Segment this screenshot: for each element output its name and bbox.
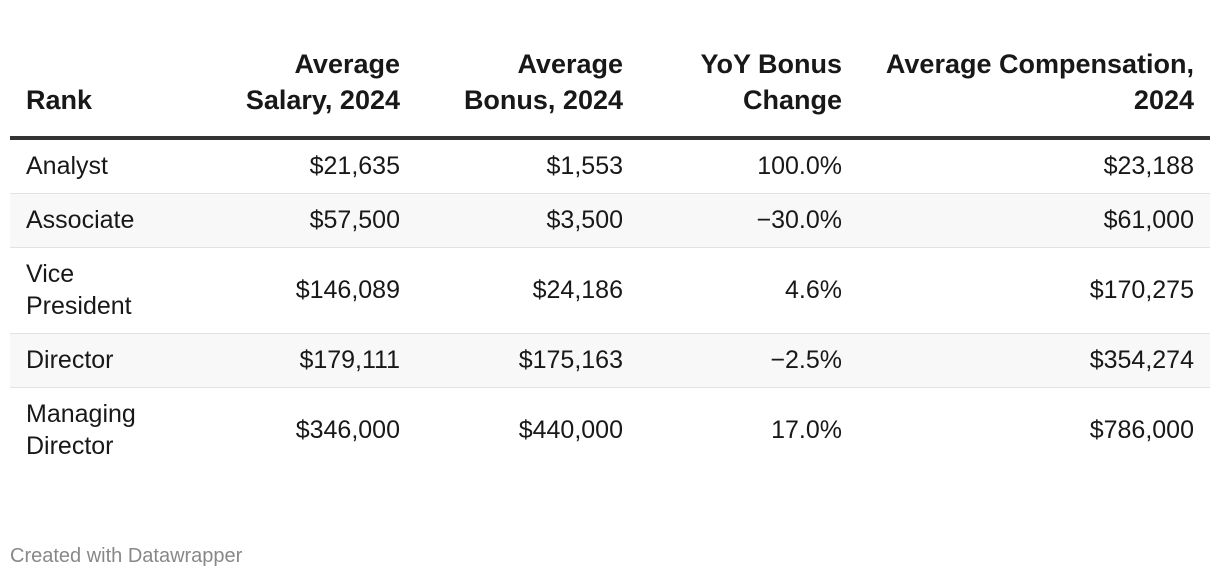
cell-yoy-bonus-change: 4.6% (639, 247, 858, 334)
column-header-yoy-bonus-change: YoY Bonus Change (639, 40, 858, 140)
column-header-average-salary: Average Salary, 2024 (190, 40, 416, 140)
cell-average-bonus: $3,500 (416, 193, 639, 248)
table-row: Vice President $146,089 $24,186 4.6% $17… (10, 247, 1210, 334)
cell-average-compensation: $61,000 (858, 193, 1210, 248)
table-header: Rank Average Salary, 2024 Average Bonus,… (10, 40, 1210, 140)
cell-yoy-bonus-change: 100.0% (639, 138, 858, 194)
cell-average-salary: $57,500 (190, 193, 416, 248)
cell-yoy-bonus-change: −2.5% (639, 333, 858, 388)
table-row: Analyst $21,635 $1,553 100.0% $23,188 (10, 138, 1210, 194)
compensation-table: Rank Average Salary, 2024 Average Bonus,… (10, 40, 1210, 473)
cell-yoy-bonus-change: 17.0% (771, 416, 842, 445)
table-row: Associate $57,500 $3,500 −30.0% $61,000 (10, 193, 1210, 248)
cell-average-bonus: $24,186 (416, 247, 639, 334)
cell-average-salary: $146,089 (190, 247, 416, 334)
cell-yoy-bonus-change: −30.0% (639, 193, 858, 248)
column-header-rank: Rank (10, 40, 190, 140)
cell-average-compensation: $354,274 (858, 333, 1210, 388)
cell-average-bonus: $440,000 (518, 416, 623, 445)
cell-average-compensation: $170,275 (858, 247, 1210, 334)
compensation-table-container: Rank Average Salary, 2024 Average Bonus,… (10, 40, 1210, 473)
cell-average-bonus: $1,553 (416, 138, 639, 194)
column-header-average-compensation: Average Compensation, 2024 (858, 40, 1210, 140)
cell-average-compensation: $786,000 (1089, 416, 1194, 445)
table-row: Director $179,111 $175,163 −2.5% $354,27… (10, 333, 1210, 388)
cell-average-compensation: $23,188 (858, 138, 1210, 194)
cell-rank: Analyst (10, 138, 190, 194)
cell-rank: Director (10, 333, 190, 388)
cell-average-salary: $346,000 (295, 416, 400, 445)
cell-average-bonus: $175,163 (416, 333, 639, 388)
table-body: Analyst $21,635 $1,553 100.0% $23,188 As… (10, 138, 1210, 473)
cell-rank: Vice President (10, 247, 190, 334)
cell-average-salary: $21,635 (190, 138, 416, 194)
cell-average-salary: $179,111 (190, 333, 416, 388)
cell-rank: Managing Director (26, 400, 136, 461)
datawrapper-credit: Created with Datawrapper (10, 545, 243, 567)
column-header-average-bonus: Average Bonus, 2024 (416, 40, 639, 140)
cell-rank: Associate (10, 193, 190, 248)
header-row: Rank Average Salary, 2024 Average Bonus,… (10, 40, 1210, 140)
table-row: Managing Director $346,000 $440,000 17.0… (10, 387, 1210, 473)
